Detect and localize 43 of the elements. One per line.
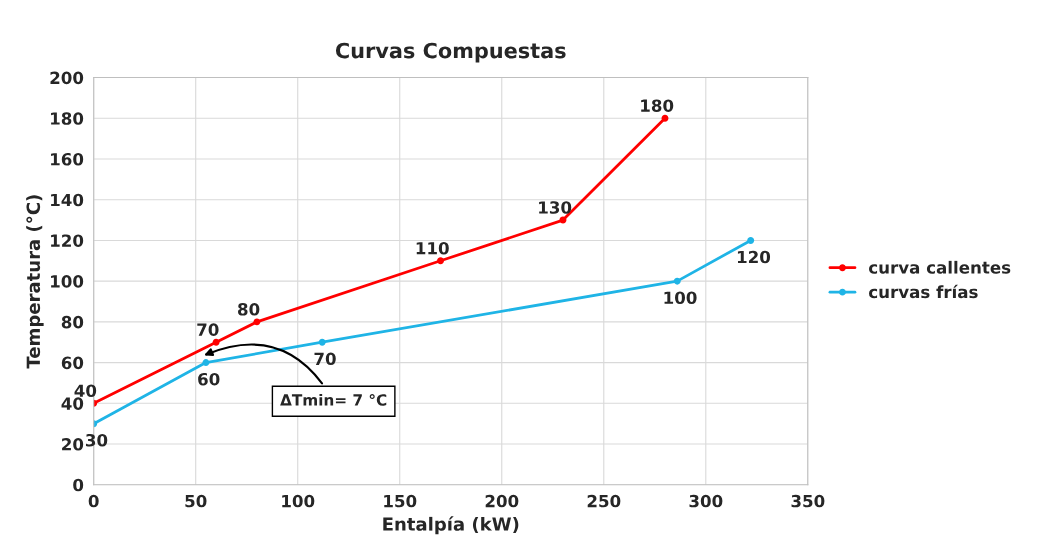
- data-label: 110: [416, 241, 449, 255]
- x-tick-label: 350: [791, 494, 825, 508]
- x-axis-title: Entalpía (kW): [383, 516, 519, 535]
- x-tick-label: 0: [88, 494, 99, 508]
- point: [202, 359, 210, 367]
- data-label: 40: [74, 384, 97, 398]
- y-tick-label: 140: [51, 193, 84, 207]
- data-label: 180: [641, 99, 674, 112]
- x-tick-label: 200: [485, 494, 519, 508]
- point: [318, 338, 326, 346]
- data-label: 60: [198, 372, 220, 386]
- y-tick-label: 20: [62, 437, 84, 451]
- chart-title: Curvas Compuestas: [335, 42, 566, 63]
- data-label: 120: [737, 250, 771, 264]
- point: [661, 114, 669, 122]
- x-tick-label: 100: [282, 494, 315, 508]
- x-tick-label: 150: [384, 494, 417, 508]
- y-tick-label: 100: [51, 275, 84, 288]
- y-tick-label: 40: [61, 397, 84, 410]
- y-tick-label: 80: [61, 315, 84, 329]
- point: [747, 236, 755, 244]
- annotation: ΔTmin= 7 °C: [280, 393, 387, 406]
- y-tick-label: 60: [61, 356, 84, 370]
- x-tick-label: 250: [587, 494, 621, 508]
- y-tick-label: 120: [51, 234, 84, 248]
- data-label: 30: [85, 433, 108, 447]
- data-label: 70: [197, 323, 219, 336]
- x-tick-label: 300: [689, 494, 723, 508]
- y-tick-label: 0: [73, 478, 84, 492]
- data-label: 130: [539, 201, 572, 214]
- point: [673, 277, 681, 285]
- data-label: 100: [664, 291, 697, 305]
- data-label: 70: [314, 352, 336, 366]
- x-tick-label: 50: [185, 494, 207, 508]
- y-tick-label: 160: [51, 152, 84, 166]
- y-axis-title: Temperatura (°C): [26, 195, 44, 369]
- data-label: 80: [238, 302, 260, 316]
- y-tick-label: 200: [50, 71, 84, 85]
- point: [437, 257, 445, 265]
- point: [212, 338, 220, 346]
- legend-label: curvas frías: [869, 284, 978, 299]
- y-tick-label: 180: [51, 112, 84, 125]
- legend-label: curva callentes: [869, 260, 1011, 274]
